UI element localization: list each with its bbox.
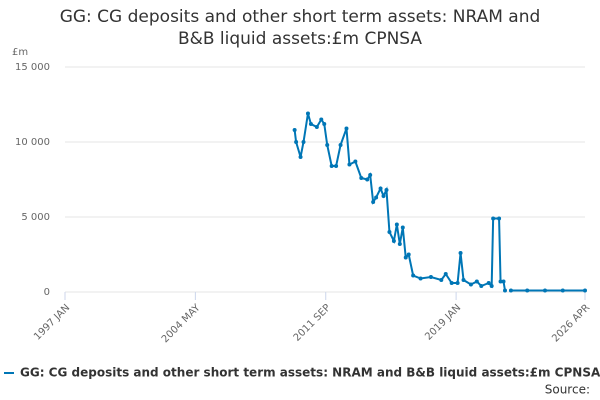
- data-point: [543, 288, 547, 293]
- data-point: [400, 225, 405, 230]
- data-point: [378, 186, 383, 191]
- data-point: [489, 284, 494, 288]
- data-point: [418, 276, 423, 281]
- y-tick-label: 0: [44, 287, 50, 298]
- data-point: [486, 281, 491, 285]
- data-point: [468, 282, 473, 287]
- data-point: [439, 278, 444, 282]
- data-point: [294, 140, 299, 144]
- source-label: Source:: [545, 383, 590, 397]
- data-point: [368, 173, 373, 177]
- data-point: [329, 164, 334, 168]
- data-point: [474, 279, 479, 284]
- legend-label: GG: CG deposits and other short term ass…: [20, 366, 600, 380]
- x-tick-label: 2026 APR: [550, 302, 592, 344]
- data-point: [560, 288, 565, 293]
- data-point: [365, 177, 370, 182]
- data-point: [461, 278, 466, 282]
- data-point: [403, 255, 408, 260]
- data-point: [443, 272, 448, 276]
- data-point: [501, 279, 506, 284]
- data-point: [381, 194, 386, 198]
- series-line: [293, 113, 585, 292]
- data-point: [458, 251, 463, 255]
- data-point: [497, 216, 502, 221]
- data-point: [308, 122, 313, 126]
- data-point: [325, 143, 330, 147]
- data-point: [353, 159, 358, 164]
- y-tick-label: 15 000: [15, 62, 50, 73]
- data-point: [508, 288, 513, 293]
- chart-title: GG: CG deposits and other short term ass…: [59, 7, 541, 49]
- data-point: [387, 230, 392, 234]
- data-point: [319, 117, 324, 122]
- data-point: [449, 281, 454, 285]
- data-point: [292, 128, 297, 132]
- data-point: [334, 164, 339, 168]
- data-point: [301, 140, 306, 144]
- data-point: [322, 122, 327, 126]
- data-point: [583, 288, 587, 293]
- data-point: [298, 155, 303, 159]
- data-point: [371, 200, 376, 204]
- data-point: [406, 252, 411, 257]
- data-point: [359, 176, 364, 180]
- data-point: [305, 111, 310, 116]
- x-tick-label: 2019 JAN: [423, 302, 463, 342]
- data-point: [394, 222, 399, 227]
- data-point: [344, 126, 349, 131]
- data-point: [374, 195, 379, 200]
- data-point: [455, 281, 460, 285]
- data-point: [411, 273, 416, 278]
- x-tick-label: 1997 JAN: [32, 302, 72, 342]
- data-point: [428, 275, 433, 279]
- y-tick-label: 5 000: [21, 212, 50, 223]
- data-point: [397, 242, 402, 246]
- x-tick-label: 2011 SEP: [292, 302, 333, 343]
- data-point: [391, 239, 396, 243]
- data-point: [314, 125, 319, 129]
- data-point: [338, 143, 343, 147]
- data-point: [479, 284, 484, 288]
- data-point: [384, 188, 389, 192]
- data-point: [347, 162, 352, 167]
- data-point: [491, 216, 496, 221]
- y-axis-unit: £m: [12, 47, 28, 58]
- data-point: [498, 279, 503, 284]
- x-tick-label: 2004 MAY: [160, 302, 203, 345]
- data-point: [503, 288, 507, 293]
- data-point: [525, 288, 530, 293]
- y-tick-label: 10 000: [15, 137, 50, 148]
